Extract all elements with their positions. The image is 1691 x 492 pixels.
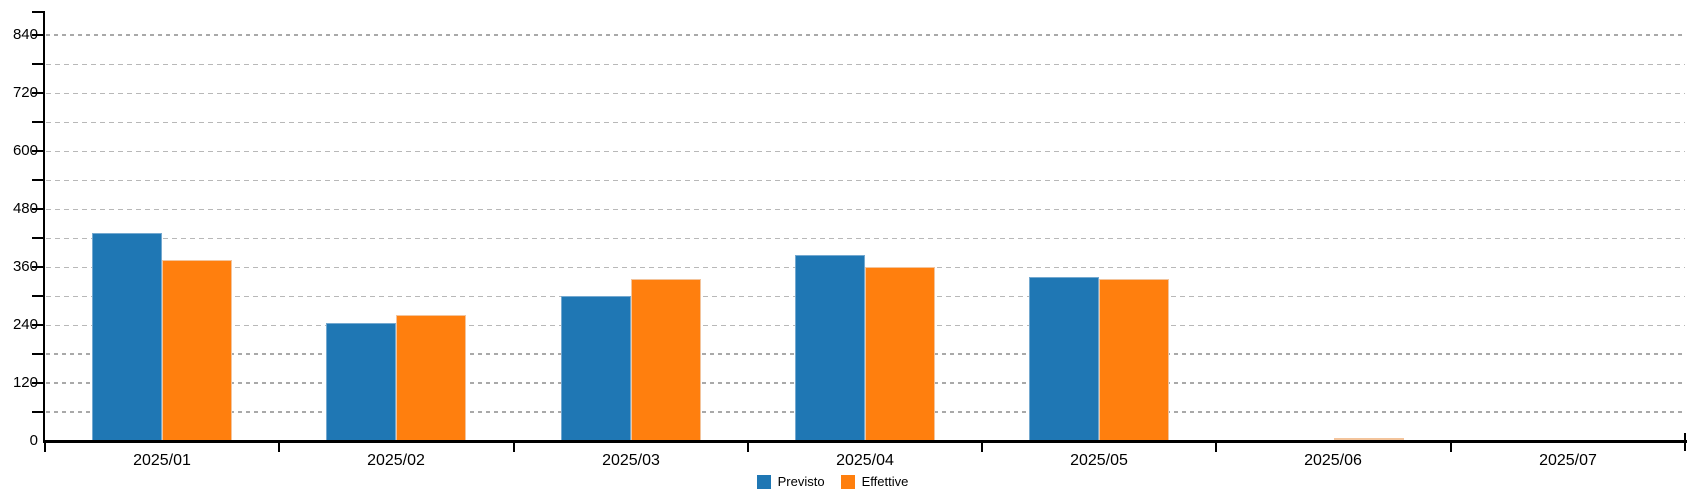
bar-effettive-2025-05[interactable] (1099, 279, 1169, 440)
y-axis-tick-300 (32, 295, 43, 297)
bar-effettive-2025-06[interactable] (1334, 438, 1404, 440)
y-axis-tick-480 (32, 208, 43, 210)
bar-previsto-2025-04[interactable] (795, 255, 865, 440)
x-axis-line (43, 440, 1687, 443)
y-axis-tick-780 (32, 63, 43, 65)
legend-swatch-previsto-icon (756, 475, 771, 489)
y-axis-tick-240 (32, 324, 43, 326)
x-axis-label-2025-01: 2025/01 (133, 452, 191, 469)
bar-previsto-2025-05[interactable] (1029, 277, 1099, 440)
y-axis-tick-360 (32, 266, 43, 268)
bar-previsto-2025-01[interactable] (92, 233, 162, 440)
gridline-780 (46, 64, 1685, 65)
legend-label-effettive: Effettive (861, 474, 909, 489)
y-axis-tick-660 (32, 121, 43, 123)
y-axis-label-120: 120 (12, 374, 38, 391)
y-axis-label-480: 480 (12, 200, 38, 217)
x-axis-tick-7 (1684, 433, 1686, 451)
bar-effettive-2025-02[interactable] (396, 315, 466, 440)
y-axis-tick-120 (32, 382, 43, 384)
x-axis-tick-5 (1215, 443, 1217, 452)
x-axis-tick-2 (513, 443, 515, 452)
bar-previsto-2025-03[interactable] (561, 296, 631, 440)
x-axis-label-2025-02: 2025/02 (367, 452, 425, 469)
gridline-720 (46, 93, 1685, 94)
legend-item-effettive[interactable]: Effettive (840, 474, 909, 489)
x-axis-tick-1 (278, 443, 280, 452)
x-axis-tick-4 (981, 443, 983, 452)
y-axis-tick-540 (32, 179, 43, 181)
y-axis-top-cap (32, 11, 44, 13)
bar-effettive-2025-01[interactable] (162, 260, 232, 440)
x-axis-label-2025-03: 2025/03 (602, 452, 660, 469)
x-axis-tick-0 (44, 443, 46, 452)
y-axis-label-720: 720 (12, 84, 38, 101)
gridline-600 (46, 151, 1685, 152)
bar-effettive-2025-04[interactable] (865, 267, 935, 440)
y-axis-tick-180 (32, 353, 43, 355)
legend-label-previsto: Previsto (777, 474, 825, 489)
y-axis-line (43, 11, 45, 443)
gridline-660 (46, 122, 1685, 123)
y-axis-label-0: 0 (29, 432, 38, 449)
x-axis-label-2025-06: 2025/06 (1304, 452, 1362, 469)
bar-previsto-2025-02[interactable] (326, 323, 396, 440)
x-axis-label-2025-04: 2025/04 (836, 452, 894, 469)
bar-effettive-2025-03[interactable] (631, 279, 701, 440)
gridline-480 (46, 209, 1685, 210)
x-axis-label-2025-05: 2025/05 (1070, 452, 1128, 469)
y-axis-tick-600 (32, 150, 43, 152)
y-axis-label-600: 600 (12, 142, 38, 159)
legend-item-previsto[interactable]: Previsto (756, 474, 825, 489)
y-axis-label-840: 840 (12, 26, 38, 43)
legend-swatch-effettive-icon (840, 475, 855, 489)
x-axis-tick-3 (747, 443, 749, 452)
gridline-420 (46, 238, 1685, 239)
y-axis-tick-60 (32, 411, 43, 413)
legend: Previsto Effettive (0, 473, 1678, 491)
y-axis-label-240: 240 (12, 316, 38, 333)
y-axis-tick-840 (32, 34, 43, 36)
gridline-540 (46, 180, 1685, 181)
gridline-840 (46, 34, 1685, 36)
y-axis-label-360: 360 (12, 258, 38, 275)
y-axis-tick-720 (32, 92, 43, 94)
x-axis-tick-6 (1450, 443, 1452, 452)
x-axis-label-2025-07: 2025/07 (1539, 452, 1597, 469)
y-axis-tick-420 (32, 237, 43, 239)
